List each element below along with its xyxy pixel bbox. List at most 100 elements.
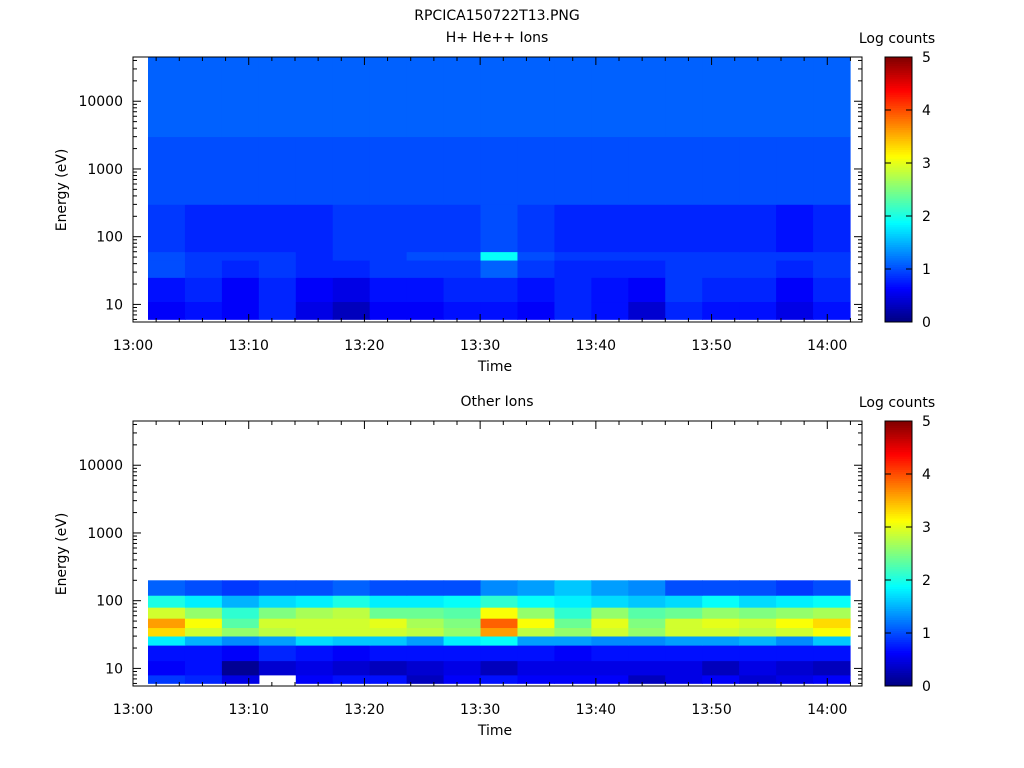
colorbar-segment <box>885 297 912 301</box>
heatmap-cell <box>702 277 740 303</box>
panel-other-ions: Other Ions 13:00 13:10 13:20 13:30 13:40 13:5… <box>54 394 935 739</box>
x-tick-label: 13:00 <box>113 338 153 354</box>
colorbar-segment <box>885 319 912 323</box>
x-tick-label: 14:00 <box>807 702 847 718</box>
colorbar-tick-label: 0 <box>922 679 931 695</box>
colorbar-segment <box>885 486 912 490</box>
heatmap-cell <box>258 660 297 676</box>
heatmap-cell <box>813 57 851 138</box>
colorbar-segment <box>885 129 912 133</box>
heatmap-cell <box>813 301 851 320</box>
heatmap-cell <box>517 57 556 138</box>
heatmap-cell <box>702 204 740 253</box>
colorbar-segment <box>885 315 912 318</box>
colorbar-segment <box>885 539 912 543</box>
heatmap-cell <box>221 674 260 684</box>
colorbar-segment <box>885 524 912 528</box>
heatmap-cell <box>739 636 777 646</box>
heatmap-cell <box>332 660 371 676</box>
colorbar-segment <box>885 564 912 568</box>
heatmap-cells <box>148 580 851 684</box>
colorbar-segment <box>885 281 912 285</box>
heatmap-cell <box>406 674 445 684</box>
heatmap-cell <box>332 607 371 619</box>
colorbar-segment <box>885 116 912 120</box>
heatmap-cell <box>517 136 556 205</box>
colorbar-segment <box>885 222 912 226</box>
heatmap-cell <box>332 645 371 662</box>
colorbar-segment <box>885 626 912 629</box>
colorbar-segment <box>885 632 912 636</box>
heatmap-cell <box>739 57 777 138</box>
heatmap-cell <box>258 627 297 637</box>
heatmap-cell <box>739 580 777 596</box>
heatmap-cell <box>628 645 666 662</box>
axis-ticks: 13:00 13:10 13:20 13:30 13:40 13:50 14:00 10 100… <box>78 57 862 354</box>
colorbar-segment <box>885 679 912 682</box>
colorbar-label: Log counts <box>859 395 935 411</box>
colorbar-segment <box>885 306 912 310</box>
heatmap-cell <box>702 251 740 261</box>
colorbar-segment <box>885 195 912 199</box>
heatmap-cell <box>480 251 519 261</box>
colorbar-segment <box>885 533 912 537</box>
colorbar-frame <box>884 420 913 687</box>
heatmap-cell <box>628 204 666 253</box>
heatmap-cell <box>369 301 408 320</box>
heatmap-cell <box>554 595 592 608</box>
x-axis-label: Time <box>477 723 512 739</box>
colorbar-segment <box>885 531 912 534</box>
heatmap-cell <box>332 301 371 320</box>
heatmap-cell <box>480 645 519 662</box>
colorbar-segment <box>885 109 912 113</box>
heatmap-cell <box>258 595 297 608</box>
heatmap-cell <box>332 674 371 684</box>
colorbar-segment <box>885 224 912 228</box>
colorbar-segment <box>885 299 912 303</box>
colorbar-segment <box>885 553 912 557</box>
heatmap-cell <box>480 580 519 596</box>
colorbar-segment <box>885 164 912 168</box>
heatmap-cell <box>148 136 186 205</box>
heatmap-cell <box>776 595 814 608</box>
heatmap-cell <box>591 251 629 261</box>
heatmap-cell <box>258 580 297 596</box>
heatmap-cell <box>443 645 482 662</box>
colorbar-segment <box>885 544 912 548</box>
heatmap-cell <box>295 595 334 608</box>
heatmap-cell <box>369 595 408 608</box>
colorbar-segment <box>885 209 912 212</box>
heatmap-cell <box>665 595 703 608</box>
heatmap-cell <box>591 636 629 646</box>
heatmap-cell <box>739 660 777 676</box>
colorbar-segment <box>885 158 912 162</box>
colorbar-segment <box>885 182 912 186</box>
colorbar-segment <box>885 310 912 314</box>
colorbar-segment <box>885 255 912 259</box>
heatmap-cell <box>554 57 592 138</box>
heatmap-cell <box>591 660 629 676</box>
colorbar-tick-label: 4 <box>922 103 931 119</box>
colorbar-segment <box>885 242 912 246</box>
colorbar-segment <box>885 56 912 60</box>
heatmap-cell <box>184 674 223 684</box>
colorbar-segment <box>885 436 912 439</box>
heatmap-cell <box>295 204 334 253</box>
heatmap-cell <box>739 645 777 662</box>
colorbar-segment <box>885 107 912 111</box>
colorbar-segment <box>885 575 912 579</box>
heatmap-cell <box>702 636 740 646</box>
colorbar-segment <box>885 72 912 75</box>
heatmap-cell <box>332 618 371 629</box>
x-tick-label: 13:40 <box>576 338 616 354</box>
heatmap-cell <box>665 580 703 596</box>
colorbar-segment <box>885 661 912 665</box>
colorbar-segment <box>885 69 912 73</box>
colorbar-segment <box>885 652 912 656</box>
colorbar-segment <box>885 676 912 680</box>
heatmap-cell <box>443 251 482 261</box>
heatmap-cell <box>443 674 482 684</box>
x-tick-label: 13:50 <box>691 702 731 718</box>
heatmap-cell <box>332 595 371 608</box>
heatmap-cell <box>665 136 703 205</box>
